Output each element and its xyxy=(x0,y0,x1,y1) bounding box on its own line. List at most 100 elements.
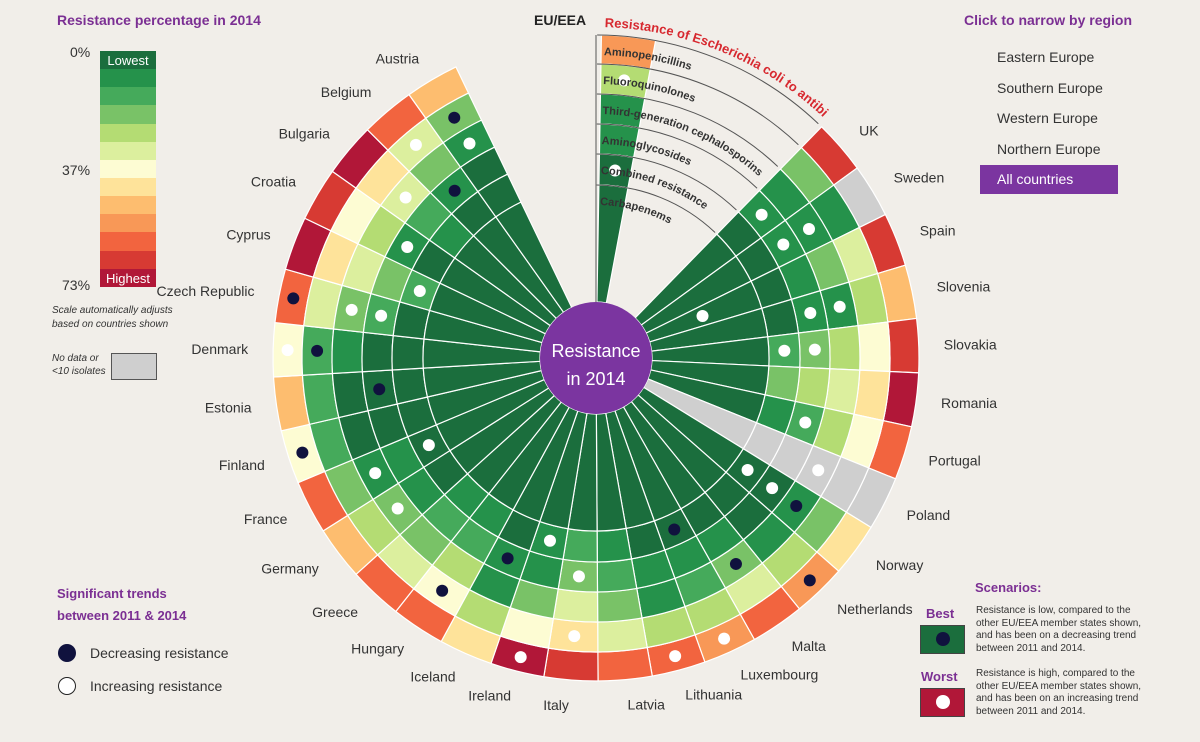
country-label-ireland[interactable]: Ireland xyxy=(468,687,511,703)
cell-italy-2[interactable] xyxy=(552,588,599,623)
region-all-countries[interactable]: All countries xyxy=(980,165,1118,194)
decreasing-dot-icon xyxy=(58,644,76,662)
trend-dot-luxembourg-0 xyxy=(718,632,731,645)
trend-dot-slovakia-4 xyxy=(778,344,791,357)
trend-dot-eu-eea-4 xyxy=(609,164,622,177)
cell-italy-0[interactable] xyxy=(543,647,599,682)
country-label-romania[interactable]: Romania xyxy=(941,395,997,411)
country-label-iceland[interactable]: Iceland xyxy=(410,668,455,684)
country-label-bulgaria[interactable]: Bulgaria xyxy=(279,126,331,142)
trend-dot-portugal-3 xyxy=(799,416,812,429)
antibiotic-arc-0 xyxy=(597,34,819,125)
legend-label-mid: 37% xyxy=(62,162,91,178)
country-label-italy[interactable]: Italy xyxy=(543,697,569,713)
cell-romania-3[interactable] xyxy=(794,366,831,409)
country-label-uk[interactable]: UK xyxy=(859,122,879,138)
country-label-latvia[interactable]: Latvia xyxy=(628,697,666,713)
cell-denmark-4[interactable] xyxy=(391,334,425,371)
region-northern-europe[interactable]: Northern Europe xyxy=(997,141,1101,157)
country-label-czech-republic[interactable]: Czech Republic xyxy=(156,283,254,299)
trend-dot-germany-2 xyxy=(391,502,404,515)
country-label-malta[interactable]: Malta xyxy=(792,638,826,654)
country-label-denmark[interactable]: Denmark xyxy=(191,341,249,357)
country-label-slovenia[interactable]: Slovenia xyxy=(937,278,991,294)
legend-label-top: 0% xyxy=(70,44,91,60)
antibiotic-arc-5 xyxy=(596,184,716,233)
cell-latvia-1[interactable] xyxy=(597,617,648,653)
country-label-poland[interactable]: Poland xyxy=(907,507,951,523)
trend-dot-czech-republic-0 xyxy=(287,292,300,305)
cell-latvia-3[interactable] xyxy=(596,558,638,593)
trend-dot-cyprus-4 xyxy=(413,285,426,298)
legend-title: Resistance percentage in 2014 xyxy=(57,12,261,28)
color-scale-bar xyxy=(100,51,156,287)
country-label-portugal[interactable]: Portugal xyxy=(929,453,981,469)
country-label-estonia[interactable]: Estonia xyxy=(205,400,252,416)
trend-dot-italy-1 xyxy=(568,630,581,643)
antibiotic-arc-2 xyxy=(596,93,779,167)
country-label-finland[interactable]: Finland xyxy=(219,457,265,473)
region-southern-europe[interactable]: Southern Europe xyxy=(997,80,1103,96)
region-eastern-europe[interactable]: Eastern Europe xyxy=(997,49,1095,65)
antibiotic-arc-1 xyxy=(597,63,799,146)
color-scale-step-1 xyxy=(100,69,156,88)
trend-dot-norway-4 xyxy=(741,464,754,477)
cell-slovakia-1[interactable] xyxy=(857,321,891,373)
country-label-sweden[interactable]: Sweden xyxy=(894,170,945,186)
trend-dot-netherlands-0 xyxy=(803,574,816,587)
trend-dot-norway-2 xyxy=(790,499,803,512)
country-label-norway[interactable]: Norway xyxy=(876,557,923,573)
color-scale-step-12 xyxy=(100,268,156,287)
country-label-germany[interactable]: Germany xyxy=(261,560,319,576)
scenarios-title: Scenarios: xyxy=(975,580,1042,595)
color-scale-step-2 xyxy=(100,87,156,106)
decreasing-label: Decreasing resistance xyxy=(90,645,229,661)
cell-slovakia-0[interactable] xyxy=(887,317,920,374)
best-swatch xyxy=(920,625,965,654)
eu-eea-header: EU/EEA xyxy=(534,12,587,28)
cell-italy-4[interactable] xyxy=(562,528,598,563)
cell-latvia-4[interactable] xyxy=(596,527,633,563)
color-scale-step-11 xyxy=(100,250,156,269)
cell-latvia-2[interactable] xyxy=(596,587,643,623)
trend-dot-norway-3 xyxy=(766,482,779,495)
country-label-slovakia[interactable]: Slovakia xyxy=(944,337,997,353)
best-dot-icon xyxy=(935,632,950,646)
country-label-greece[interactable]: Greece xyxy=(312,604,358,620)
worst-dot-icon xyxy=(935,695,950,709)
increasing-label: Increasing resistance xyxy=(90,678,223,694)
trend-dot-france-4 xyxy=(422,439,435,452)
cell-denmark-3[interactable] xyxy=(361,331,394,373)
nodata-label: No data or <10 isolates xyxy=(52,353,106,377)
country-label-cyprus[interactable]: Cyprus xyxy=(226,226,270,242)
country-label-netherlands[interactable]: Netherlands xyxy=(837,601,913,617)
cell-estonia-4[interactable] xyxy=(391,367,429,405)
country-label-croatia[interactable]: Croatia xyxy=(251,174,296,190)
trend-dot-denmark-1 xyxy=(311,344,324,357)
trend-dot-luxembourg-4 xyxy=(668,523,681,536)
trend-dots xyxy=(281,74,846,664)
region-title: Click to narrow by region xyxy=(964,12,1133,28)
trend-dot-iceland-3 xyxy=(501,552,514,565)
color-scale-step-5 xyxy=(100,141,156,160)
cell-latvia-0[interactable] xyxy=(597,646,653,682)
trend-dot-eu-eea-1 xyxy=(618,74,631,87)
antibiotic-arc-4 xyxy=(596,153,737,211)
country-label-austria[interactable]: Austria xyxy=(376,50,420,66)
cell-slovakia-2[interactable] xyxy=(827,325,861,371)
country-label-hungary[interactable]: Hungary xyxy=(351,640,404,656)
center-circle[interactable] xyxy=(540,302,652,414)
trend-dot-belgium-1 xyxy=(409,138,422,151)
country-label-belgium[interactable]: Belgium xyxy=(321,84,372,100)
country-label-france[interactable]: France xyxy=(244,511,288,527)
color-scale-step-8 xyxy=(100,196,156,215)
country-label-lithuania[interactable]: Lithuania xyxy=(685,686,742,702)
country-label-spain[interactable]: Spain xyxy=(920,222,956,238)
cell-denmark-2[interactable] xyxy=(331,328,365,375)
trend-dot-austria-2 xyxy=(463,137,476,150)
trend-dot-slovenia-3 xyxy=(804,306,817,319)
region-western-europe[interactable]: Western Europe xyxy=(997,110,1098,126)
trend-dot-estonia-3 xyxy=(373,383,386,396)
country-label-luxembourg[interactable]: Luxembourg xyxy=(740,667,818,683)
